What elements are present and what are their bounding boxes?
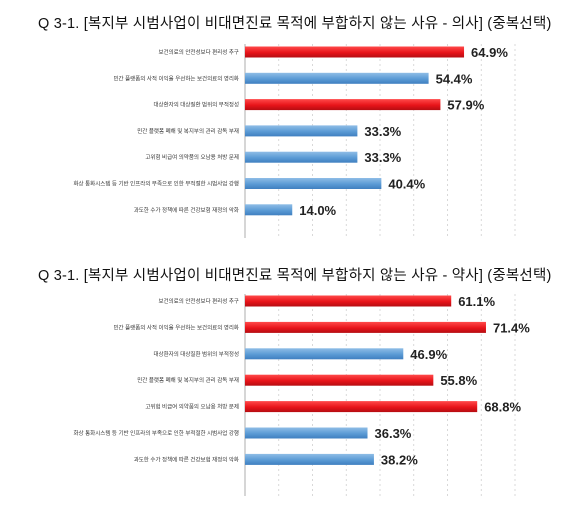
category-label: 화상 통화시스템 등 기반 인프라의 부족으로 인한 부적절한 시범사업 강행: [73, 180, 239, 188]
category-label: 보건의료의 안전성보다 편리성 추구: [159, 48, 240, 56]
category-label: 대상환자의 대상질환 범위의 부적정성: [153, 101, 239, 109]
data-label: 40.4%: [388, 177, 425, 192]
data-label: 36.3%: [375, 426, 412, 441]
data-label: 64.9%: [471, 45, 508, 60]
bar: [245, 125, 358, 137]
category-label: 고위험 비급여 의약품의 오남용 처방 문제: [145, 403, 239, 411]
category-label: 과도한 수가 정책에 따른 건강보험 재정의 악화: [134, 455, 239, 463]
bar-chart-pharmacist: 보건의료의 안전성보다 편리성 추구 61.1% 민간 플랫폼의 사적 이익을 우선…: [73, 294, 530, 496]
bar: [245, 72, 429, 84]
category-label: 민간 플랫폼의 사적 이익을 우선하는 보건의료의 영리화: [113, 323, 239, 331]
data-label: 38.2%: [381, 452, 418, 467]
bar: [245, 204, 293, 216]
chart-title-doctor: Q 3-1. [복지부 시범사업이 비대면진료 목적에 부합하지 않는 사유 -…: [38, 16, 552, 32]
data-label: 46.9%: [410, 347, 447, 362]
category-label: 과도한 수가 정책에 따른 건강보험 재정의 악화: [134, 206, 239, 214]
data-label: 61.1%: [458, 294, 495, 309]
data-label: 33.3%: [364, 124, 401, 139]
chart-panel-doctor: Q 3-1. [복지부 시범사업이 비대면진료 목적에 부합하지 않는 사유 -…: [0, 0, 563, 250]
chart-title-pharmacist: Q 3-1. [복지부 시범사업이 비대면진료 목적에 부합하지 않는 사유 -…: [38, 268, 552, 284]
category-label: 보건의료의 안전성보다 편리성 추구: [159, 297, 240, 305]
data-label: 57.9%: [447, 98, 484, 113]
bar: [245, 374, 434, 386]
category-label: 민간 플랫폼의 사적 이익을 우선하는 보건의료의 영리화: [113, 74, 239, 82]
bar: [245, 151, 358, 163]
bar: [245, 46, 465, 58]
category-label: 민간 플랫폼 폐해 및 복지부의 관리 감독 부재: [137, 376, 239, 384]
data-label: 71.4%: [493, 320, 530, 335]
bar: [245, 453, 374, 465]
bar: [245, 178, 382, 189]
data-label: 54.4%: [436, 71, 473, 86]
data-label: 33.3%: [364, 150, 401, 165]
bar-chart-doctor: 보건의료의 안전성보다 편리성 추구 64.9% 민간 플랫폼의 사적 이익을 우선…: [73, 44, 516, 238]
bar: [245, 321, 486, 333]
bar: [245, 401, 478, 413]
bar: [245, 295, 452, 307]
data-label: 68.8%: [484, 400, 521, 415]
category-label: 화상 통화시스템 등 기반 인프라의 부족으로 인한 부적절한 시범사업 강행: [73, 429, 239, 437]
chart-panel-pharmacist: Q 3-1. [복지부 시범사업이 비대면진료 목적에 부합하지 않는 사유 -…: [0, 252, 563, 516]
data-label: 14.0%: [299, 203, 336, 218]
bar: [245, 427, 368, 439]
category-label: 고위험 비급여 의약품의 오남용 처방 문제: [145, 153, 239, 161]
bar: [245, 348, 404, 360]
data-label: 55.8%: [440, 373, 477, 388]
bar: [245, 99, 441, 111]
category-label: 대상환자의 대상질환 범위의 부적정성: [153, 350, 239, 358]
category-label: 민간 플랫폼 폐해 및 복지부의 관리 감독 부재: [137, 127, 239, 135]
